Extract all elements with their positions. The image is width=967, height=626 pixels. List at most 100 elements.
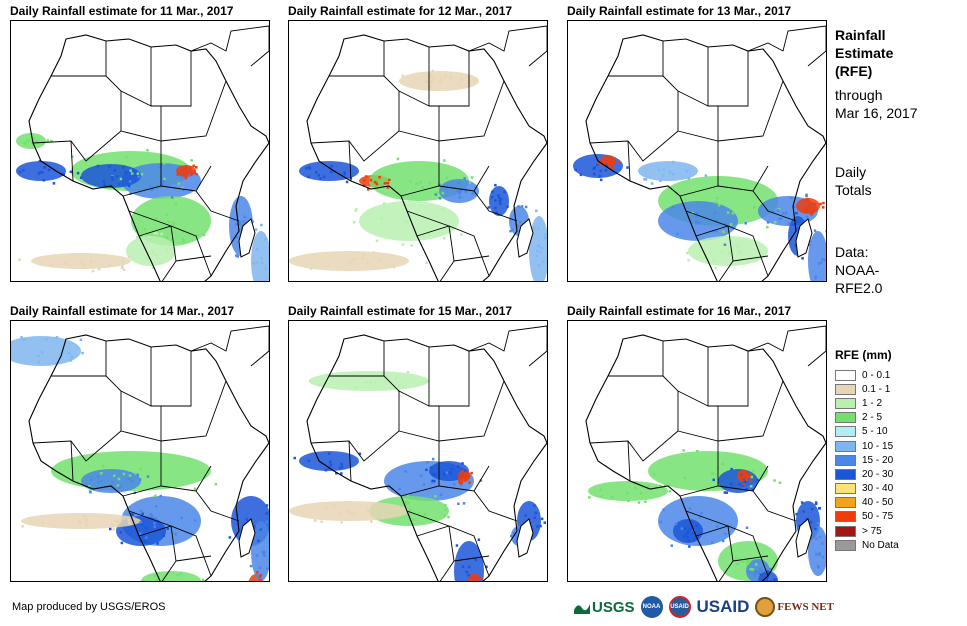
rainfall-pixel	[214, 482, 218, 486]
rainfall-area	[251, 521, 269, 581]
rainfall-pixel	[449, 76, 452, 79]
rainfall-pixel	[812, 208, 815, 211]
rainfall-pixel	[373, 180, 377, 184]
rainfall-pixel	[327, 452, 331, 455]
rainfall-pixel	[752, 469, 755, 472]
rainfall-pixel	[143, 540, 147, 544]
rainfall-pixel	[722, 230, 725, 234]
rainfall-pixel	[775, 578, 778, 581]
rainfall-pixel	[540, 517, 544, 521]
rainfall-pixel	[193, 487, 197, 490]
rainfall-pixel	[745, 477, 748, 481]
legend-label: 0 - 0.1	[862, 369, 891, 381]
rainfall-pixel	[712, 478, 715, 482]
rainfall-pixel	[383, 182, 387, 185]
rainfall-pixel	[695, 221, 698, 225]
rainfall-pixel	[195, 172, 198, 176]
rainfall-area	[251, 231, 269, 281]
map-credit: Map produced by USGS/EROS	[12, 601, 166, 613]
country-border	[51, 75, 122, 131]
rainfall-pixel	[398, 487, 401, 491]
rainfall-pixel	[758, 568, 762, 571]
rainfall-pixel	[431, 69, 434, 73]
rainfall-pixel	[415, 182, 418, 186]
rainfall-area	[16, 161, 66, 181]
country-border	[406, 510, 450, 527]
country-border	[608, 375, 679, 431]
rainfall-pixel	[819, 202, 822, 206]
rainfall-pixel	[687, 259, 690, 262]
country-border	[398, 380, 505, 442]
rainfall-pixel	[700, 512, 703, 515]
rainfall-pixel	[82, 264, 86, 267]
rainfall-pixel	[459, 191, 462, 194]
rainfall-pixel	[32, 137, 35, 140]
country-border	[120, 80, 227, 142]
rainfall-pixel	[46, 139, 49, 142]
rainfall-pixel	[193, 519, 197, 522]
rainfall-pixel	[668, 489, 671, 493]
rainfall-pixel	[647, 484, 650, 488]
rainfall-pixel	[111, 523, 114, 526]
rainfall-pixel	[386, 181, 389, 185]
rainfall-pixel	[742, 483, 746, 486]
rainfall-pixel	[20, 336, 23, 339]
rainfall-pixel	[346, 510, 350, 513]
rainfall-pixel	[730, 223, 733, 226]
panel-15-mar: Daily Rainfall estimate for 15 Mar., 201…	[288, 304, 548, 582]
country-border	[32, 130, 122, 162]
rainfall-pixel	[396, 157, 400, 161]
rainfall-pixel	[195, 166, 198, 169]
legend-title: RFE (mm)	[835, 348, 892, 362]
country-border	[32, 430, 122, 462]
rainfall-pixel	[154, 494, 157, 498]
rainfall-pixel	[634, 487, 637, 490]
rainfall-pixel	[644, 178, 648, 181]
rainfall-pixel	[686, 536, 689, 539]
rainfall-pixel	[406, 371, 410, 374]
rainfall-pixel	[805, 215, 809, 219]
rainfall-pixel	[353, 221, 356, 224]
rainfall-pixel	[806, 198, 810, 201]
rainfall-pixel	[121, 260, 125, 264]
rainfall-pixel	[112, 528, 115, 531]
rainfall-pixel	[796, 220, 799, 224]
rainfall-pixel	[801, 257, 804, 260]
rainfall-pixel	[428, 233, 431, 236]
rainfall-pixel	[613, 160, 616, 163]
rainfall-pixel	[443, 159, 446, 162]
rainfall-pixel	[662, 168, 665, 171]
rainfall-pixel	[715, 229, 718, 233]
madagascar-outline	[516, 218, 534, 258]
rainfall-pixel	[743, 480, 746, 483]
rainfall-pixel	[714, 266, 718, 270]
legend-swatch	[835, 454, 856, 466]
rainfall-pixel	[108, 264, 111, 267]
rainfall-pixel	[404, 470, 408, 473]
rainfall-pixel	[167, 220, 171, 223]
rainfall-pixel	[151, 514, 154, 518]
rainfall-pixel	[192, 164, 195, 168]
rainfall-pixel	[100, 479, 103, 482]
rainfall-pixel	[434, 473, 437, 477]
rainfall-pixel	[89, 259, 93, 263]
rainfall-pixel	[470, 176, 474, 179]
rainfall-pixel	[340, 521, 343, 524]
rainfall-pixel	[599, 178, 603, 182]
rainfall-pixel	[42, 142, 45, 145]
rainfall-pixel	[81, 351, 84, 355]
rainfall-pixel	[610, 162, 613, 165]
rainfall-pixel	[180, 176, 183, 179]
country-border	[175, 255, 212, 262]
rainfall-pixel	[429, 85, 432, 89]
country-border	[707, 47, 749, 107]
rainfall-pixel	[260, 223, 263, 227]
rainfall-pixel	[235, 235, 238, 239]
rainfall-pixel	[130, 512, 133, 516]
rainfall-pixel	[35, 139, 38, 143]
rainfall-pixel	[156, 578, 159, 581]
rainfall-pixel	[609, 160, 612, 164]
rainfall-pixel	[315, 171, 318, 174]
panel-title: Daily Rainfall estimate for 13 Mar., 201…	[567, 4, 792, 18]
rainfall-pixel	[683, 535, 686, 539]
